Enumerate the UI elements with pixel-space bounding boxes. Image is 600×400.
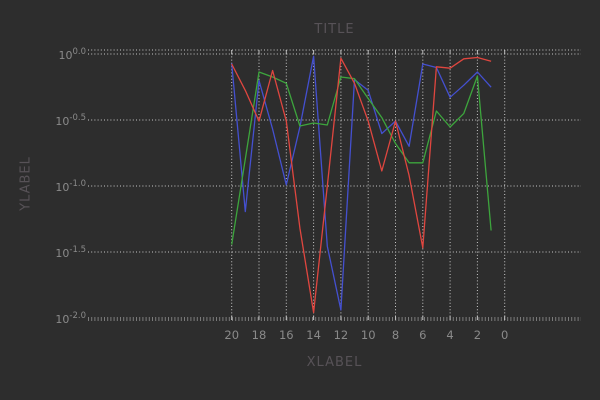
blue-series-line: [231, 55, 492, 311]
y-tick-label: 10-2.0: [55, 311, 86, 326]
x-tick-label: 16: [279, 328, 294, 342]
y-tick-label: 10-1.5: [55, 245, 86, 260]
x-tick-label: 2: [474, 328, 481, 342]
x-tick-label: 12: [334, 328, 349, 342]
x-tick-label: 8: [392, 328, 399, 342]
y-tick-label: 10-0.5: [55, 113, 86, 128]
red-series-line: [231, 56, 492, 314]
x-tick-label: 0: [501, 328, 508, 342]
x-tick-label: 4: [446, 328, 453, 342]
x-tick-label: 20: [224, 328, 239, 342]
y-tick-label: 100.0: [58, 47, 86, 62]
x-tick-label: 18: [252, 328, 267, 342]
x-tick-label: 6: [419, 328, 426, 342]
green-series-line: [231, 71, 492, 245]
x-tick-label: 14: [306, 328, 321, 342]
x-tick-label: 10: [361, 328, 376, 342]
y-tick-label: 10-1.0: [55, 179, 86, 194]
